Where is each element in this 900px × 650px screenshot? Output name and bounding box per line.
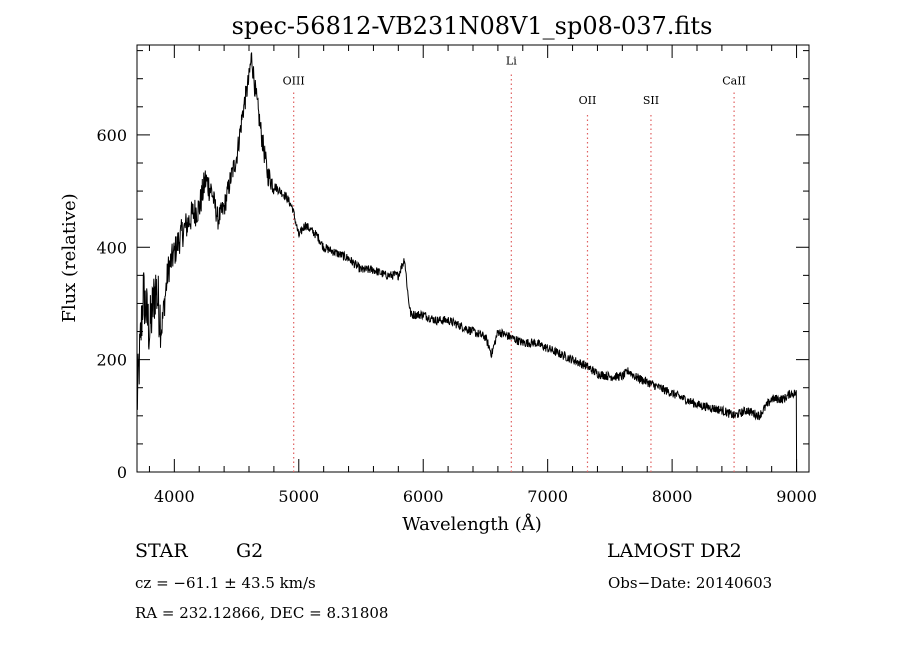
survey-label: LAMOST DR2	[607, 540, 742, 562]
marker-label-oiii: OIII	[283, 74, 305, 87]
x-tick-label: 6000	[403, 487, 444, 506]
marker-label-oii: OII	[579, 94, 597, 107]
obs-date-text: Obs−Date: 20140603	[608, 574, 773, 592]
marker-label-li: Li	[506, 55, 517, 68]
ticks	[137, 45, 809, 473]
chart-title: spec-56812-VB231N08V1_sp08-037.fits	[232, 12, 713, 40]
emission-line-markers: OIII Li OII SII CaII	[283, 55, 746, 472]
object-class: STAR	[135, 540, 188, 562]
coords-text: RA = 232.12866, DEC = 8.31808	[135, 604, 389, 622]
object-subclass: G2	[236, 540, 264, 562]
y-tick-label: 0	[117, 463, 127, 482]
x-axis-label: Wavelength (Å)	[402, 513, 542, 535]
spectrum-line	[136, 52, 798, 473]
marker-label-sii: SII	[643, 94, 659, 107]
y-tick-label: 400	[96, 238, 127, 257]
marker-label-caii: CaII	[722, 74, 746, 87]
redshift-text: cz = −61.1 ± 43.5 km/s	[135, 574, 316, 592]
x-tick-label: 9000	[776, 487, 817, 506]
x-tick-label: 8000	[652, 487, 693, 506]
x-tick-label: 4000	[154, 487, 195, 506]
tick-labels: 4000 5000 6000 7000 8000 9000 0 200 400 600	[96, 126, 816, 506]
x-tick-label: 5000	[278, 487, 319, 506]
y-axis-label: Flux (relative)	[59, 193, 80, 322]
x-tick-label: 7000	[527, 487, 568, 506]
y-tick-label: 600	[96, 126, 127, 145]
y-tick-label: 200	[96, 351, 127, 370]
